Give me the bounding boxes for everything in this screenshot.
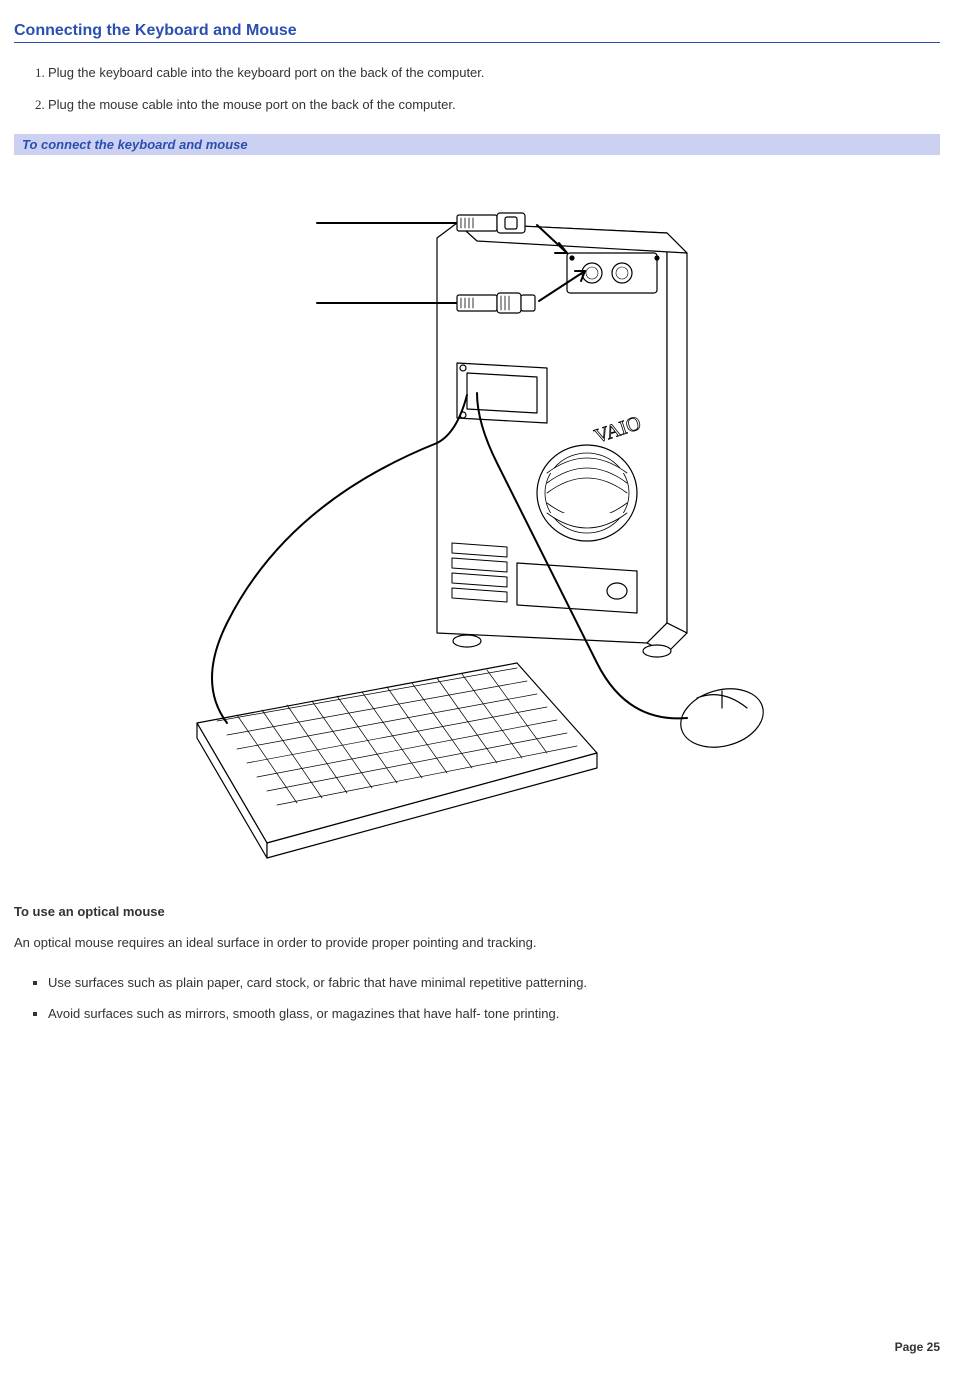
- bullet-item: Avoid surfaces such as mirrors, smooth g…: [48, 998, 940, 1030]
- optical-mouse-intro: An optical mouse requires an ideal surfa…: [14, 933, 940, 953]
- step-item: Plug the keyboard cable into the keyboar…: [48, 57, 940, 89]
- step-item: Plug the mouse cable into the mouse port…: [48, 89, 940, 121]
- page-heading: Connecting the Keyboard and Mouse: [14, 22, 940, 43]
- figure-caption-bar: To connect the keyboard and mouse: [14, 134, 940, 155]
- connection-diagram: VAIO: [167, 163, 787, 863]
- optical-mouse-heading: To use an optical mouse: [14, 904, 940, 919]
- steps-list: Plug the keyboard cable into the keyboar…: [14, 57, 940, 120]
- bullet-item: Use surfaces such as plain paper, card s…: [48, 967, 940, 999]
- optical-bullets: Use surfaces such as plain paper, card s…: [14, 967, 940, 1030]
- figure-container: VAIO: [14, 155, 940, 884]
- page-number: Page 25: [14, 1340, 940, 1354]
